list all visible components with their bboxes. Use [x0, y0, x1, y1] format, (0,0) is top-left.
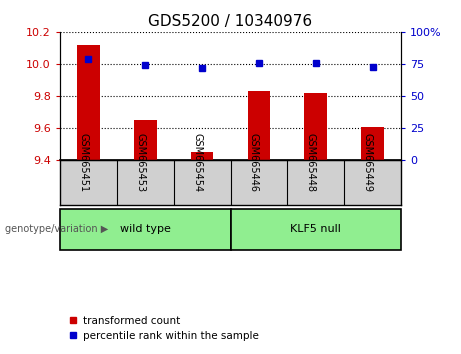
- Text: KLF5 null: KLF5 null: [290, 224, 341, 234]
- Bar: [191, 152, 213, 160]
- Bar: [77, 45, 100, 160]
- Text: GSM665449: GSM665449: [363, 133, 372, 192]
- Text: genotype/variation ▶: genotype/variation ▶: [5, 224, 108, 234]
- Bar: [134, 120, 157, 160]
- Text: wild type: wild type: [120, 224, 171, 234]
- Text: GSM665454: GSM665454: [192, 133, 202, 192]
- Bar: [361, 127, 384, 160]
- Bar: [248, 91, 270, 160]
- Bar: [60, 209, 230, 250]
- Legend: transformed count, percentile rank within the sample: transformed count, percentile rank withi…: [65, 312, 263, 345]
- Bar: [304, 93, 327, 160]
- Text: GSM665451: GSM665451: [78, 133, 89, 192]
- Title: GDS5200 / 10340976: GDS5200 / 10340976: [148, 14, 313, 29]
- Text: GSM665453: GSM665453: [135, 133, 145, 192]
- Text: GSM665446: GSM665446: [249, 133, 259, 192]
- Text: GSM665448: GSM665448: [306, 133, 316, 192]
- Bar: [230, 209, 401, 250]
